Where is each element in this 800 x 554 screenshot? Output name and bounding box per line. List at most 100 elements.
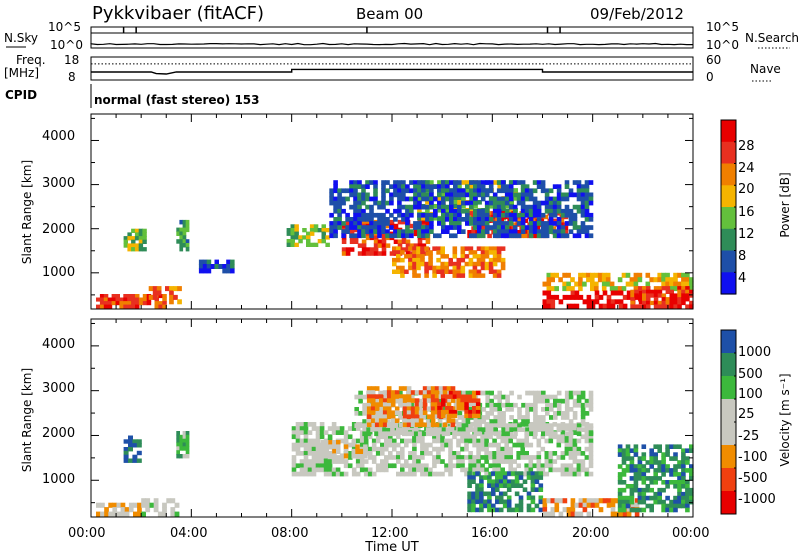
power-region--cell — [550, 277, 555, 283]
power-region--cell — [99, 304, 105, 309]
velocity-region-cell — [475, 495, 480, 501]
power-region--cell — [657, 286, 663, 291]
power-region--cell — [429, 221, 434, 226]
power-region--cell — [428, 250, 433, 255]
velocity-cbar-label: Velocity [m s⁻¹] — [778, 373, 792, 466]
velocity-region-cell — [488, 430, 493, 435]
power-region--cell — [544, 188, 550, 194]
power-region--cell — [472, 250, 478, 255]
velocity-region-cell — [328, 440, 333, 446]
power-region--cell — [142, 228, 147, 233]
velocity-region-cell — [386, 422, 392, 428]
velocity-region-cell — [498, 479, 504, 484]
power-region--cell — [528, 212, 534, 218]
velocity-region-cell — [530, 495, 536, 501]
velocity-region-cell — [434, 414, 440, 419]
power-region--cell — [392, 250, 397, 255]
velocity-region-cell — [441, 394, 446, 399]
velocity-region-cell — [552, 451, 558, 456]
power-region--cell — [429, 229, 434, 234]
velocity-region-cell — [291, 463, 297, 469]
velocity-region-cell — [510, 483, 516, 488]
power-region--cell — [294, 242, 299, 247]
velocity-region-cell — [476, 438, 481, 444]
power-region--cell — [425, 212, 430, 218]
velocity-region-cell — [303, 446, 309, 452]
velocity-region-cell — [412, 455, 417, 460]
velocity-region-cell — [564, 451, 570, 456]
power-region--cell — [441, 180, 446, 185]
power-region--cell — [480, 188, 486, 194]
velocity-region-cell — [410, 394, 415, 400]
velocity-region-cell — [504, 455, 509, 460]
velocity-region-cell — [311, 422, 317, 427]
power-region--cell — [496, 196, 502, 202]
velocity-region-cell — [112, 502, 118, 508]
velocity-region-cell — [533, 419, 538, 424]
power-region--cell — [444, 265, 449, 271]
power-region--cell — [432, 265, 437, 271]
power-panel: 4000 3000 2000 1000 Slant Range [km] — [20, 113, 694, 310]
velocity-region-cell — [572, 459, 578, 464]
power-region--cell — [321, 239, 326, 244]
power-region--cell — [469, 233, 474, 239]
power-region--cell — [405, 196, 410, 202]
velocity-region-cell — [388, 451, 393, 456]
velocity-region-cell — [471, 491, 476, 497]
power-region--cell — [341, 247, 347, 252]
velocity-region-cell — [418, 390, 424, 395]
velocity-region-cell — [520, 442, 525, 448]
velocity-region-cell — [487, 499, 492, 505]
velocity-region-cell — [402, 414, 408, 419]
velocity-region-cell — [363, 471, 369, 477]
power-region--cell — [558, 277, 563, 283]
power-region--cell — [548, 212, 554, 218]
power-region--cell — [539, 218, 545, 223]
velocity-region-cell — [485, 390, 490, 396]
power-region--cell — [154, 304, 159, 309]
velocity-region-cell — [645, 503, 651, 509]
velocity-region-cell — [303, 422, 309, 427]
velocity-region-cell — [506, 507, 512, 513]
power-region--cell — [597, 272, 603, 278]
velocity-region-cell — [572, 423, 578, 428]
power-region--cell — [673, 286, 678, 292]
power-region--cell — [548, 225, 554, 230]
power-region--cell — [630, 297, 635, 302]
velocity-region-cell — [669, 503, 674, 509]
velocity-region-cell — [123, 458, 129, 463]
velocity-region-cell — [430, 414, 436, 419]
velocity-region-cell — [505, 407, 510, 412]
power-region--cell — [476, 257, 482, 263]
velocity-region-cell — [475, 398, 481, 403]
power-region--cell — [345, 212, 350, 218]
power-region--cell — [424, 269, 429, 274]
velocity-region-cell — [541, 427, 546, 432]
velocity-region-cell — [380, 434, 385, 440]
power-region--cell — [464, 254, 470, 259]
power-region--cell — [131, 297, 136, 302]
power-region--cell — [580, 184, 586, 189]
velocity-region-cell — [464, 434, 469, 440]
velocity-region-cell — [456, 463, 461, 469]
power-region--cell — [453, 184, 458, 189]
power-region--cell — [437, 200, 442, 206]
power-region--cell — [365, 251, 371, 256]
velocity-region-cell — [417, 431, 423, 437]
power-region--cell — [544, 200, 550, 206]
velocity-region-cell — [617, 452, 623, 457]
power-region--cell — [286, 228, 292, 233]
power-region--cell — [554, 294, 560, 300]
velocity-region-cell — [598, 498, 604, 504]
velocity-region-cell — [590, 498, 596, 504]
velocity-region-cell — [319, 463, 325, 469]
power-region--cell — [685, 297, 690, 302]
power-region--cell — [377, 225, 382, 230]
velocity-region-cell — [422, 398, 428, 403]
power-region--cell — [540, 180, 546, 185]
power-region--cell — [576, 180, 582, 185]
velocity-region-cell — [378, 414, 384, 419]
power-region--cell — [536, 229, 542, 234]
velocity-region-cell — [546, 511, 552, 517]
velocity-region-cell — [537, 419, 542, 424]
